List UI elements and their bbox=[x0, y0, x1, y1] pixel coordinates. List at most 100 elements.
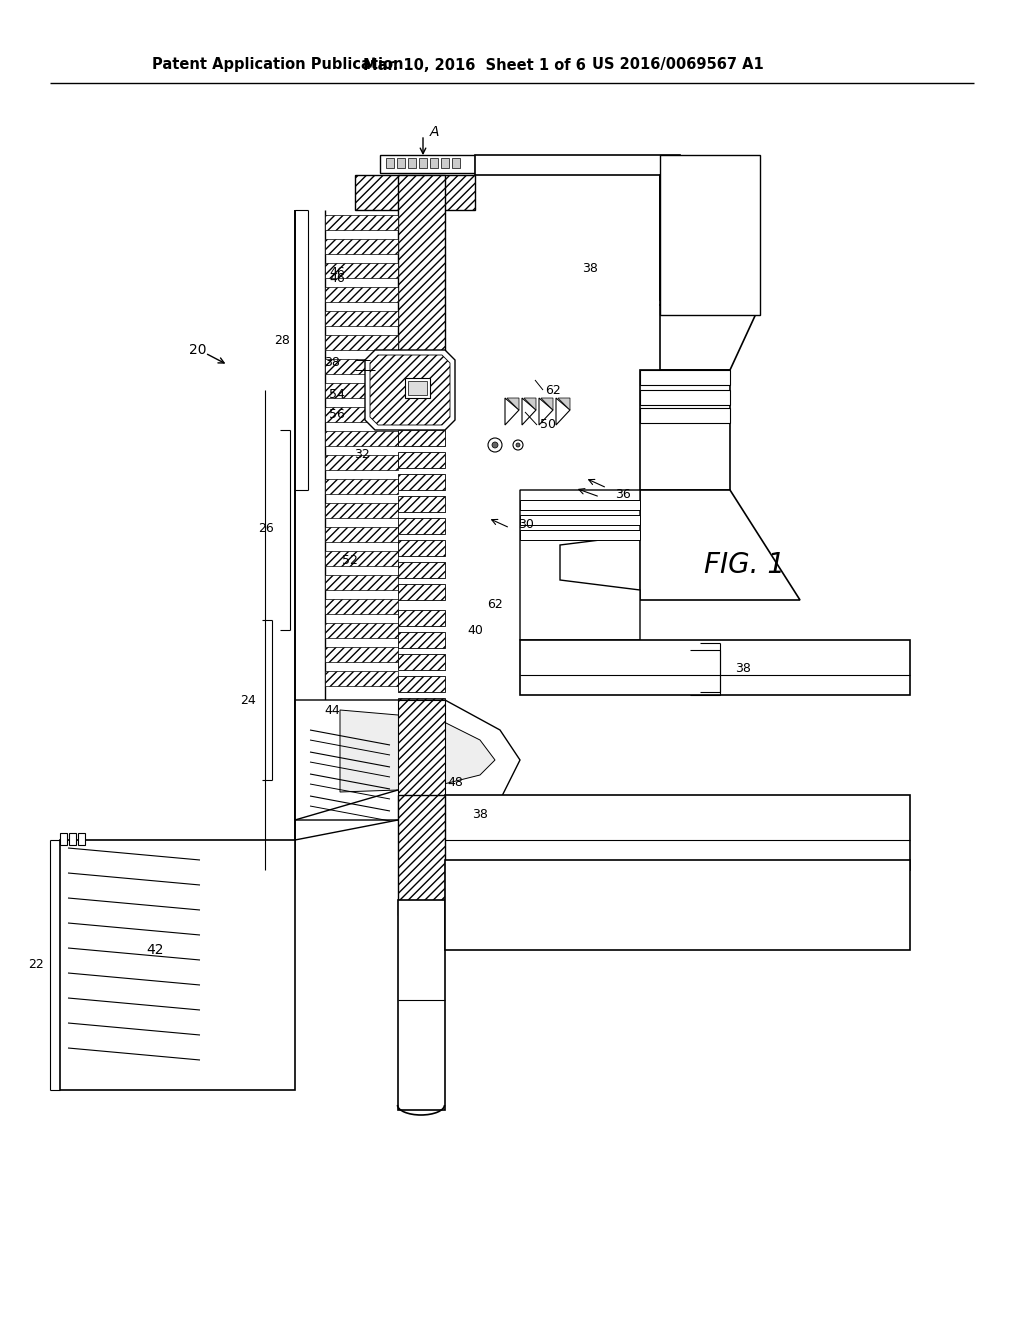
Text: 46: 46 bbox=[330, 272, 345, 285]
Polygon shape bbox=[325, 263, 398, 279]
Polygon shape bbox=[398, 583, 445, 601]
Polygon shape bbox=[325, 432, 398, 446]
Bar bbox=[520, 515, 640, 525]
Polygon shape bbox=[325, 479, 398, 494]
Polygon shape bbox=[520, 490, 640, 640]
Polygon shape bbox=[325, 671, 398, 686]
Polygon shape bbox=[398, 430, 445, 446]
Bar bbox=[640, 389, 730, 405]
Text: 38: 38 bbox=[582, 261, 598, 275]
Polygon shape bbox=[355, 176, 475, 210]
Polygon shape bbox=[398, 540, 445, 556]
Polygon shape bbox=[340, 710, 495, 792]
Bar bbox=[445, 795, 910, 870]
Bar bbox=[419, 158, 427, 168]
Bar bbox=[430, 158, 438, 168]
Bar bbox=[398, 900, 445, 1110]
Text: 40: 40 bbox=[467, 623, 483, 636]
Polygon shape bbox=[295, 700, 520, 820]
Polygon shape bbox=[398, 496, 445, 512]
Text: 22: 22 bbox=[29, 958, 44, 972]
Polygon shape bbox=[325, 647, 398, 663]
Text: 24: 24 bbox=[241, 693, 256, 706]
Circle shape bbox=[492, 442, 498, 447]
Polygon shape bbox=[556, 399, 570, 425]
Bar bbox=[408, 158, 416, 168]
Polygon shape bbox=[539, 399, 553, 425]
Text: 48: 48 bbox=[447, 776, 463, 788]
Text: 52: 52 bbox=[342, 553, 358, 566]
Polygon shape bbox=[325, 359, 398, 374]
Polygon shape bbox=[325, 239, 398, 253]
Text: 56: 56 bbox=[329, 408, 345, 421]
Polygon shape bbox=[398, 176, 445, 370]
Text: 32: 32 bbox=[354, 449, 370, 462]
Polygon shape bbox=[505, 399, 519, 425]
Text: 62: 62 bbox=[487, 598, 503, 611]
Polygon shape bbox=[325, 527, 398, 543]
Bar bbox=[408, 381, 427, 395]
Polygon shape bbox=[325, 215, 398, 230]
Text: 38: 38 bbox=[325, 355, 340, 368]
Text: 20: 20 bbox=[189, 343, 207, 356]
Polygon shape bbox=[325, 599, 398, 614]
Bar bbox=[520, 531, 640, 540]
Bar bbox=[60, 833, 67, 845]
Bar bbox=[60, 840, 295, 1090]
Polygon shape bbox=[398, 517, 445, 535]
Bar bbox=[406, 378, 430, 399]
Polygon shape bbox=[325, 286, 398, 302]
Text: Mar. 10, 2016  Sheet 1 of 6: Mar. 10, 2016 Sheet 1 of 6 bbox=[362, 58, 586, 73]
Polygon shape bbox=[640, 490, 800, 601]
Polygon shape bbox=[325, 312, 398, 326]
Bar bbox=[386, 158, 394, 168]
Polygon shape bbox=[660, 176, 760, 305]
Bar bbox=[640, 370, 730, 385]
Bar bbox=[78, 833, 85, 845]
Bar bbox=[520, 500, 640, 510]
Polygon shape bbox=[398, 700, 445, 820]
Text: 26: 26 bbox=[258, 521, 274, 535]
Polygon shape bbox=[524, 399, 536, 411]
Text: 30: 30 bbox=[518, 519, 534, 532]
Text: 28: 28 bbox=[274, 334, 290, 346]
Text: 62: 62 bbox=[545, 384, 561, 396]
Polygon shape bbox=[398, 653, 445, 671]
Text: 44: 44 bbox=[325, 704, 340, 717]
Polygon shape bbox=[325, 455, 398, 470]
Polygon shape bbox=[398, 676, 445, 692]
Text: 36: 36 bbox=[615, 488, 631, 502]
Text: 42: 42 bbox=[146, 942, 164, 957]
Text: 38: 38 bbox=[472, 808, 488, 821]
Circle shape bbox=[516, 444, 520, 447]
Bar bbox=[397, 158, 406, 168]
Bar bbox=[441, 158, 449, 168]
Polygon shape bbox=[398, 562, 445, 578]
Polygon shape bbox=[398, 632, 445, 648]
Polygon shape bbox=[325, 335, 398, 350]
Text: FIG. 1: FIG. 1 bbox=[705, 550, 785, 579]
Bar bbox=[660, 154, 760, 315]
Bar bbox=[398, 795, 445, 915]
Polygon shape bbox=[398, 719, 445, 737]
Polygon shape bbox=[325, 383, 398, 399]
Polygon shape bbox=[325, 407, 398, 422]
Polygon shape bbox=[325, 623, 398, 638]
Text: 38: 38 bbox=[735, 661, 751, 675]
Polygon shape bbox=[325, 550, 398, 566]
Polygon shape bbox=[398, 451, 445, 469]
Text: 50: 50 bbox=[540, 418, 556, 432]
Bar bbox=[380, 154, 475, 173]
Bar bbox=[69, 833, 76, 845]
Polygon shape bbox=[370, 355, 450, 425]
Polygon shape bbox=[475, 154, 700, 300]
Polygon shape bbox=[660, 305, 760, 370]
Text: A: A bbox=[430, 125, 439, 139]
Bar bbox=[640, 408, 730, 422]
Polygon shape bbox=[398, 474, 445, 490]
Polygon shape bbox=[558, 399, 570, 411]
Text: 46: 46 bbox=[330, 265, 345, 279]
Polygon shape bbox=[325, 503, 398, 517]
Bar bbox=[445, 861, 910, 950]
Polygon shape bbox=[365, 350, 455, 430]
